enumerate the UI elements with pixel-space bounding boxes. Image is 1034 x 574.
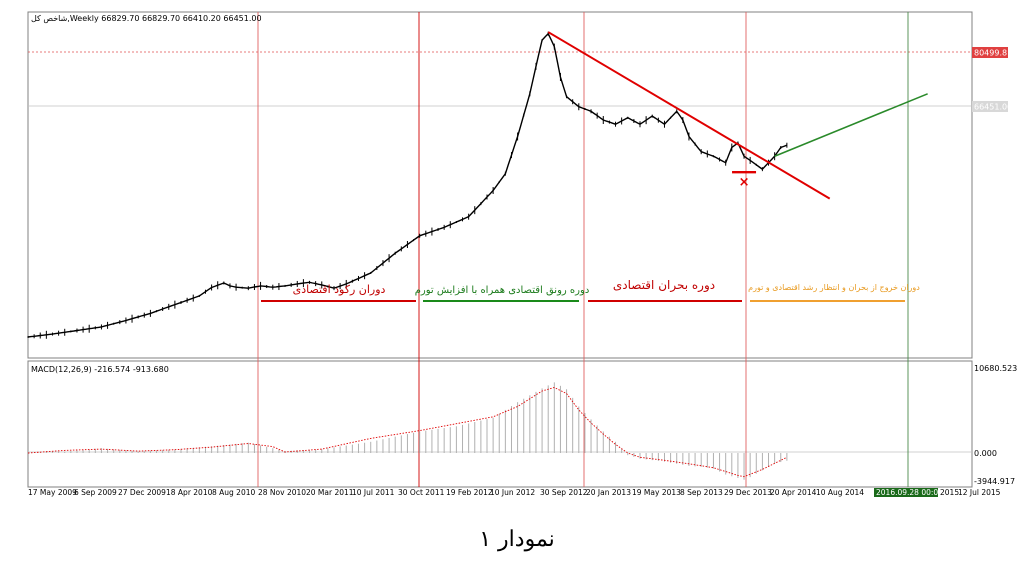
resistance-price-label: 80499.81 [974,49,1012,58]
period-label-recovery: دوران خروج از بحران و انتظار رشد اقتصادی… [748,283,920,292]
time-axis-label: 2016.09.28 00:00 [876,488,943,497]
macd-header: MACD(12,26,9) -216.574 -913.680 [31,365,169,374]
time-axis-label: 17 May 2009 [28,488,77,497]
downtrend-line [547,31,831,200]
resistance-price-box [972,47,1008,58]
period-label-recession: دوران رکود اقتصادی [293,283,386,296]
time-axis-label: 19 May 2013 [632,488,681,497]
macd-pane [27,360,973,488]
time-axis-label: 8 Sep 2013 [680,488,723,497]
time-axis-label: 10 Aug 2014 [816,488,864,497]
period-separators [257,12,909,487]
macd-zero-label: 0.000 [974,449,997,458]
macd-min-label: -3944.917 [974,477,1015,486]
period-label-boom: دوره رونق اقتصادی همراه با افزایش تورم [415,285,590,296]
time-axis-label: 30 Sep 2012 [540,488,588,497]
time-axis-label: 20 Mar 2011 [306,488,354,497]
current-price-label: 66451.00 [974,103,1012,112]
period-label-crisis: دوره بحران اقتصادی [613,278,715,293]
crosshair-date-box [874,488,938,497]
time-axis-label: 10 Jul 2011 [352,488,395,497]
time-axis-label: 8 Aug 2010 [212,488,255,497]
macd-max-label: 10680.523 [974,364,1017,373]
support-marker: × [739,175,750,190]
time-axis-label: 30 Oct 2011 [398,488,445,497]
time-axis-label: 27 Dec 2009 [118,488,166,497]
figure-caption: نمودار ۱ [479,527,555,552]
time-axis-label: 10 Jun 2012 [490,488,535,497]
time-axis-label: 18 Apr 2010 [166,488,213,497]
time-axis-label: 6 Sep 2009 [74,488,117,497]
macd-signal-line [27,387,788,478]
candle-ticks [27,31,788,339]
time-axis-label: 19 Feb 2012 [446,488,493,497]
time-axis-label: 12 Jul 2015 [958,488,1001,497]
time-axis-label: 29 Dec 2013 [724,488,772,497]
chart-header: شاخص کل,Weekly 66829.70 66829.70 66410.2… [31,14,262,23]
macd-histogram [33,382,788,480]
projection-line [774,93,928,157]
current-price-box [972,101,1008,112]
time-axis-label: 28 Nov 2010 [258,488,306,497]
time-axis-label: 20 Jan 2013 [586,488,631,497]
time-axis-label: 2015 [940,488,959,497]
time-axis-label: 20 Apr 2014 [770,488,817,497]
